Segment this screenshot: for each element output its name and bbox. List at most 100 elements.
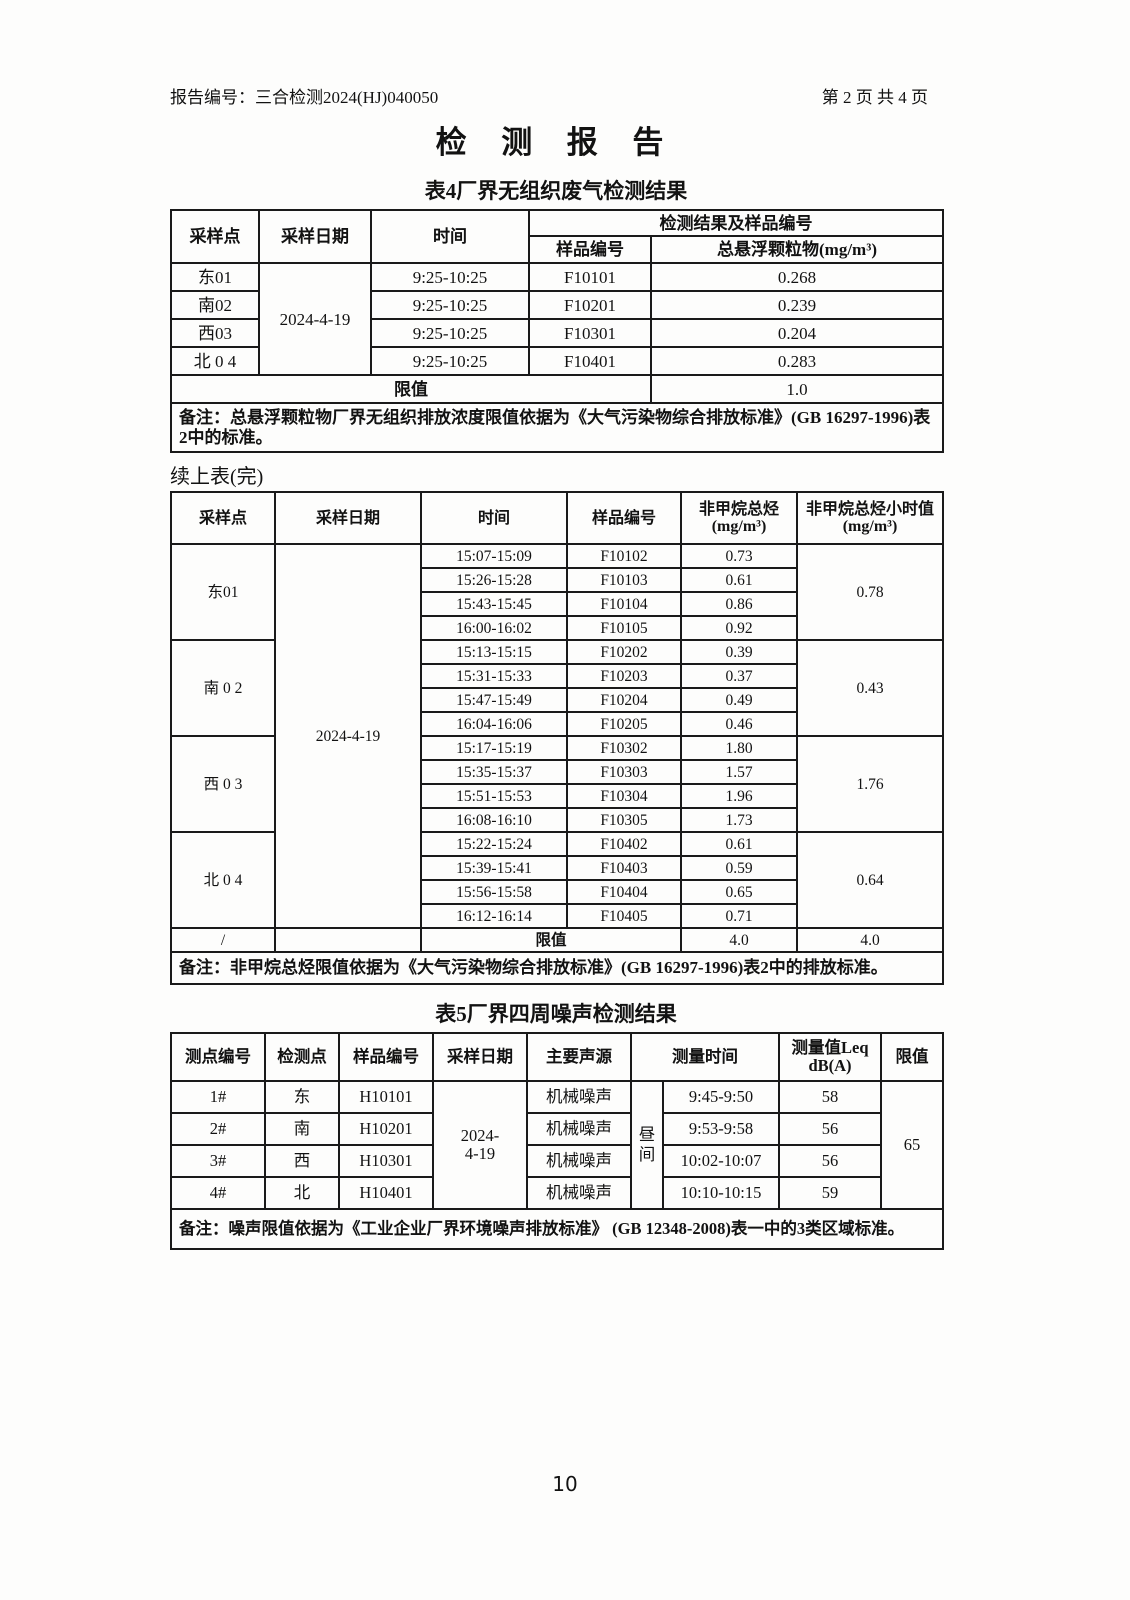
time-cell: 9:25-10:25: [370, 262, 530, 293]
sampling-date-cell: 2024-4-19: [258, 262, 372, 377]
time-cell: 15:22-15:24: [420, 831, 568, 858]
nmhc-value-cell: 1.80: [680, 735, 798, 762]
time-cell: 15:51-15:53: [420, 783, 568, 810]
daytime-period-cell: 昼间: [630, 1080, 664, 1211]
table-row: 16:04-16:06 F10205 0.46: [171, 711, 943, 738]
table-row: 北 0 4 15:22-15:24 F10402 0.61 0.64: [170, 831, 944, 930]
sample-id-cell: F10404: [566, 879, 682, 906]
hourly-value-cell: 1.76: [796, 735, 944, 834]
sampling-point-cell: 西 0 3: [170, 735, 276, 834]
table5-header-source: 主要声源: [526, 1032, 632, 1083]
nmhc-value-cell: 0.61: [680, 567, 798, 594]
table5-header-value-line1: 测量值Leq: [791, 1038, 869, 1058]
sample-id-cell: F10402: [566, 831, 682, 858]
table5-header-time: 测量时间: [630, 1032, 780, 1083]
table5-header-sample: 样品编号: [338, 1032, 434, 1083]
table-row: 北 0 4 9:25-10:25 F10401 0.283: [170, 346, 944, 377]
table5-header-date: 采样日期: [432, 1032, 528, 1083]
sampling-point-cell: 北 0 4: [170, 831, 276, 930]
noise-source-cell: 机械噪声: [526, 1176, 632, 1211]
time-cell: 15:39-15:41: [420, 855, 568, 882]
nmhc-value-cell: 0.71: [680, 903, 798, 930]
table-row: 西03 9:25-10:25 F10301 0.204: [170, 318, 944, 349]
limit-value-cell: 1.0: [650, 374, 944, 405]
table5-header-limit: 限值: [880, 1032, 944, 1083]
time-cell: 16:04-16:06: [420, 711, 568, 738]
table4b-note: 备注：非甲烷总烃限值依据为《大气污染物综合排放标准》(GB 16297-1996…: [170, 951, 944, 986]
limit-label-cell: 限值: [170, 374, 652, 405]
table-row: 东01 2024-4-19 9:25-10:25 F10101 0.268: [170, 262, 944, 377]
noise-source-cell: 机械噪声: [526, 1144, 632, 1179]
limit-label-cell: 限值: [420, 927, 682, 954]
leq-value-cell: 59: [778, 1176, 882, 1211]
table-row: 东01 2024-4-19 15:07-15:09 F10102 0.73 0.…: [170, 543, 944, 930]
table-row: 西 0 3 15:17-15:19 F10302 1.80 1.76: [170, 735, 944, 834]
table4-continuation-nmhc: 采样点 采样日期 时间 样品编号 非甲烷总烃 (mg/m³) 非甲烷总烃小时值(…: [170, 491, 944, 986]
table5-note: 备注：噪声限值依据为《工业企业厂界环境噪声排放标准》 (GB 12348-200…: [170, 1208, 944, 1251]
limit-nmhc-cell: 4.0: [680, 927, 798, 954]
table-row: 16:00-16:02 F10105 0.92: [171, 615, 943, 642]
time-cell: 15:13-15:15: [420, 639, 568, 666]
sample-id-cell: F10301: [528, 318, 652, 349]
note-row: 备注：噪声限值依据为《工业企业厂界环境噪声排放标准》 (GB 12348-200…: [170, 1208, 944, 1251]
document-header: 报告编号：三合检测2024(HJ)040050 第 2 页 共 4 页: [170, 88, 942, 108]
tsp-value-cell: 0.239: [650, 290, 944, 321]
table5-header-value-line2: dB(A): [808, 1056, 852, 1076]
table-row: 15:35-15:37 F10303 1.57: [171, 759, 943, 786]
date-line2: 4-19: [464, 1144, 496, 1164]
sample-id-cell: F10305: [566, 807, 682, 834]
table4-header-result-group: 检测结果及样品编号: [528, 209, 944, 238]
table4-header-date: 采样日期: [258, 209, 372, 265]
limit-row: 限值 1.0: [170, 374, 944, 405]
limit-empty-cell: [274, 927, 422, 954]
sample-id-cell: F10303: [566, 759, 682, 786]
table-row: 15:51-15:53 F10304 1.96: [171, 783, 943, 810]
table-row: 15:43-15:45 F10104 0.86: [171, 591, 943, 618]
sample-id-cell: F10205: [566, 711, 682, 738]
page-content: 报告编号：三合检测2024(HJ)040050 第 2 页 共 4 页 检 测 …: [170, 88, 944, 1251]
report-number: 报告编号：三合检测2024(HJ)040050: [170, 88, 439, 107]
page-indicator: 第 2 页 共 4 页: [821, 88, 928, 107]
sample-id-cell: F10405: [566, 903, 682, 930]
tsp-value-cell: 0.204: [650, 318, 944, 349]
table4b-header-point: 采样点: [170, 491, 276, 546]
time-cell: 15:31-15:33: [420, 663, 568, 690]
time-cell: 15:43-15:45: [420, 591, 568, 618]
table5-header-no: 测点编号: [170, 1032, 266, 1083]
limit-slash-cell: /: [170, 927, 276, 954]
time-cell: 15:56-15:58: [420, 879, 568, 906]
sample-id-cell: F10105: [566, 615, 682, 642]
sample-id-cell: F10302: [566, 735, 682, 762]
nmhc-value-cell: 0.37: [680, 663, 798, 690]
time-cell: 9:25-10:25: [370, 318, 530, 349]
limit-row: / 限值 4.0 4.0: [170, 927, 944, 954]
measure-time-cell: 9:53-9:58: [662, 1112, 780, 1147]
note-row: 备注：非甲烷总烃限值依据为《大气污染物综合排放标准》(GB 16297-1996…: [170, 951, 944, 986]
continuation-label: 续上表(完): [170, 466, 264, 489]
table5-header-value: 测量值Leq dB(A): [778, 1032, 882, 1083]
table-row: 4# 北 H10401 机械噪声 10:10-10:15 59: [170, 1176, 943, 1211]
time-cell: 9:25-10:25: [370, 346, 530, 377]
sample-id-cell: F10104: [566, 591, 682, 618]
table-row: 15:31-15:33 F10203 0.37: [171, 663, 943, 690]
date-line1: 2024-: [460, 1126, 500, 1146]
table-row: 15:47-15:49 F10204 0.49: [171, 687, 943, 714]
point-name-cell: 北: [264, 1176, 340, 1211]
table4b-header-time: 时间: [420, 491, 568, 546]
table4-note: 备注：总悬浮颗粒物厂界无组织排放浓度限值依据为《大气污染物综合排放标准》(GB …: [170, 402, 944, 454]
sampling-date-cell: 2024- 4-19: [432, 1080, 528, 1211]
table4-header-time: 时间: [370, 209, 530, 265]
noise-source-cell: 机械噪声: [526, 1112, 632, 1147]
nmhc-value-cell: 0.73: [680, 543, 798, 570]
sampling-point-cell: 南02: [170, 290, 260, 321]
noise-source-cell: 机械噪声: [526, 1080, 632, 1115]
measure-time-cell: 10:10-10:15: [662, 1176, 780, 1211]
noise-limit-cell: 65: [880, 1080, 944, 1211]
page-number: 10: [552, 1472, 578, 1496]
table4b-header-hourly: 非甲烷总烃小时值(mg/m³): [796, 491, 944, 546]
sampling-point-cell: 南 0 2: [170, 639, 276, 738]
sample-id-cell: F10101: [528, 262, 652, 293]
table-row: 南 0 2 15:13-15:15 F10202 0.39 0.43: [170, 639, 944, 738]
sampling-point-cell: 北 0 4: [170, 346, 260, 377]
